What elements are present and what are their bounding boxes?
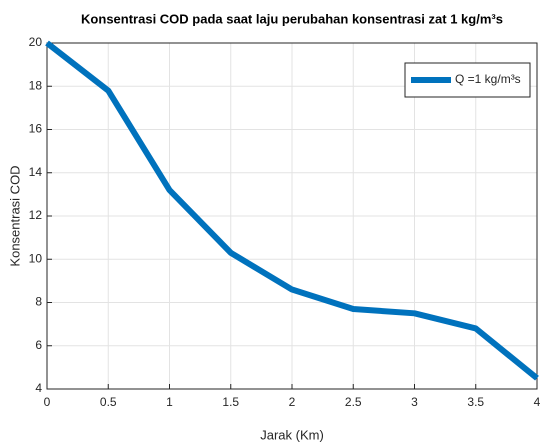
chart-title: Konsentrasi COD pada saat laju perubahan… (81, 11, 503, 26)
x-tick-label: 0.5 (100, 395, 117, 409)
y-tick-label: 14 (29, 165, 43, 179)
x-tick-label: 4 (534, 395, 541, 409)
y-axis-label: Konsentrasi COD (7, 165, 22, 266)
x-tick-label: 3.5 (467, 395, 484, 409)
y-tick-label: 4 (35, 381, 42, 395)
y-tick-label: 10 (29, 251, 43, 265)
x-tick-label: 2 (289, 395, 296, 409)
x-tick-label: 2.5 (345, 395, 362, 409)
y-tick-label: 12 (29, 208, 43, 222)
x-axis-label: Jarak (Km) (260, 427, 324, 442)
y-tick-label: 16 (29, 122, 43, 136)
plot-frame (46, 42, 538, 390)
x-tick-label: 1.5 (222, 395, 239, 409)
y-tick-label: 8 (35, 295, 42, 309)
legend-label: Q =1 kg/m³s (455, 72, 521, 86)
x-tick-label: 3 (411, 395, 418, 409)
x-tick-label: 0 (44, 395, 51, 409)
y-tick-label: 20 (29, 35, 43, 49)
y-tick-label: 6 (35, 338, 42, 352)
x-tick-label: 1 (166, 395, 173, 409)
data-line (45, 40, 539, 381)
y-tick-label: 18 (29, 78, 43, 92)
